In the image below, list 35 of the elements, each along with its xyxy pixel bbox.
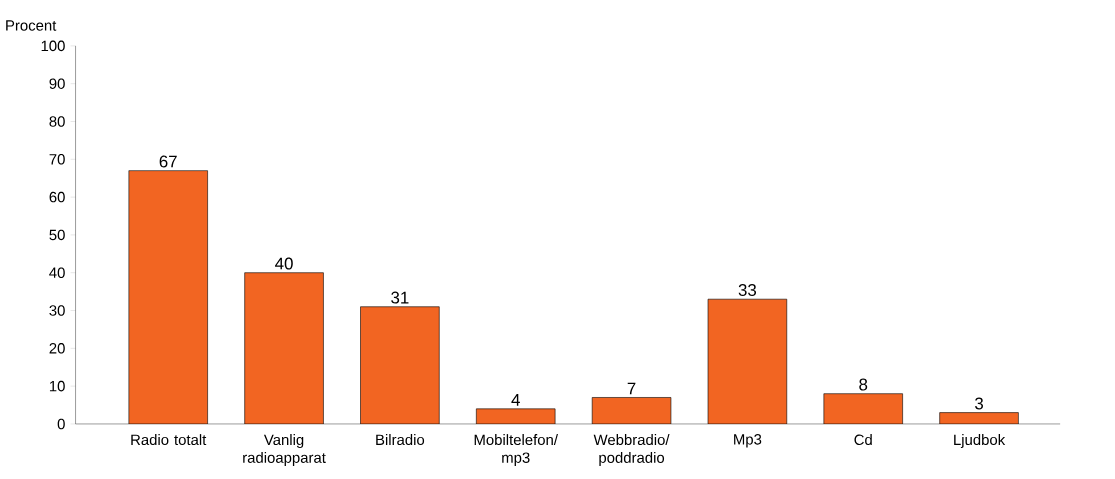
x-tick-label: Bilradio [376, 434, 425, 446]
x-tick-label: Mobiltelefon/ mp3 [474, 434, 558, 466]
data-label: 4 [511, 394, 520, 406]
y-tick-label: 0 [57, 418, 65, 430]
y-tick-label: 100 [41, 40, 65, 52]
y-tick-label: 70 [49, 154, 65, 165]
bar [244, 272, 324, 425]
x-tick-label: Mp3 [734, 434, 762, 448]
data-label: 33 [738, 284, 757, 297]
data-label: 7 [627, 382, 636, 395]
y-tick-label: 20 [49, 343, 65, 354]
data-label: 31 [391, 291, 409, 304]
data-label: 40 [275, 257, 293, 270]
bar [823, 393, 903, 425]
x-tick-label: Cd [854, 434, 872, 446]
bar [476, 408, 556, 425]
y-tick-label: 50 [49, 229, 65, 241]
bar [592, 397, 671, 425]
x-tick-label: Radio totalt [131, 434, 207, 446]
bar [128, 170, 208, 425]
x-tick-label: Ljudbok [954, 434, 1006, 449]
y-tick-label: 10 [49, 380, 65, 392]
bar [708, 299, 787, 425]
bar [360, 306, 440, 425]
x-tick-label: Vanlig radioapparat [243, 434, 326, 466]
x-tick-label: Webbradio/ poddradio [593, 434, 670, 466]
data-label: 3 [975, 397, 984, 410]
y-tick-label: 30 [49, 305, 65, 316]
y-tick-label: 40 [49, 267, 65, 279]
y-tick-label: 60 [49, 191, 65, 203]
data-label: 67 [159, 155, 177, 168]
data-label: 8 [859, 378, 868, 391]
y-axis-title: Procent [6, 20, 57, 31]
y-tick-label: 80 [49, 116, 65, 127]
y-tick-label: 90 [49, 78, 65, 90]
